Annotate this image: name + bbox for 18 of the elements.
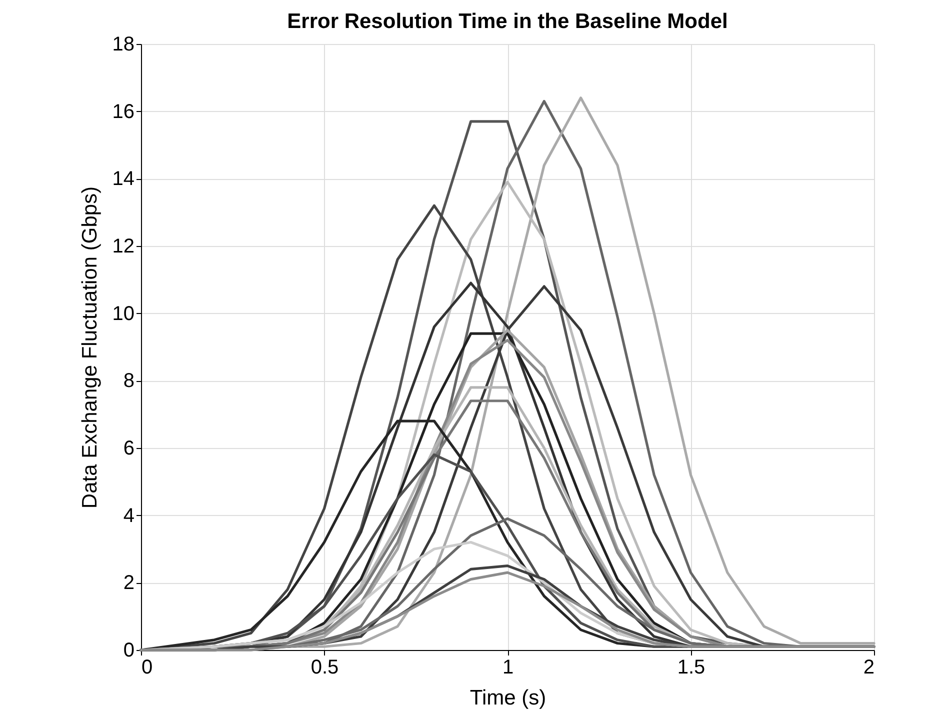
y-tick-label: 8	[123, 370, 134, 392]
x-tick-label: 1.5	[677, 656, 706, 678]
x-axis-title: Time (s)	[470, 686, 546, 710]
y-tick-label: 2	[123, 572, 134, 594]
y-tick-label: 18	[112, 34, 134, 56]
y-tick-label: 0	[123, 640, 134, 662]
x-tick-label: 2	[863, 656, 874, 678]
x-tick-label: 0.5	[310, 656, 339, 678]
chart-title: Error Resolution Time in the Baseline Model	[287, 10, 728, 33]
x-tick-label: 1	[502, 656, 514, 678]
y-tick-label: 6	[123, 438, 134, 460]
y-tick-label: 16	[112, 100, 134, 123]
y-tick-label: 12	[112, 236, 134, 258]
y-tick-label: 4	[123, 504, 134, 527]
y-tick-label: 14	[112, 168, 134, 190]
x-tick-label: 0	[142, 656, 153, 678]
y-tick-label: 10	[112, 302, 134, 325]
y-axis-title: Data Exchange Fluctuation (Gbps)	[78, 186, 102, 509]
